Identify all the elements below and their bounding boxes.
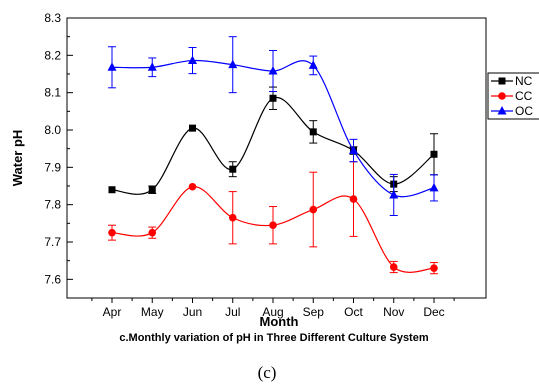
data-point-oc — [228, 59, 238, 69]
y-tick-label: 7.6 — [44, 272, 61, 286]
x-tick-label: May — [141, 305, 164, 319]
series-cc — [108, 161, 438, 275]
data-point-oc — [147, 62, 157, 71]
y-tick-label: 8.3 — [44, 11, 61, 25]
x-tick-label: Jul — [225, 305, 240, 319]
x-tick-label: Apr — [103, 305, 122, 319]
series-layer — [107, 36, 439, 275]
data-point-oc — [107, 62, 117, 71]
x-axis-title: Month — [260, 314, 299, 329]
x-tick-label: Jun — [183, 305, 202, 319]
plot-axes — [66, 17, 487, 299]
y-axis-title: Water pH — [10, 130, 25, 187]
data-point-cc — [228, 213, 237, 222]
data-point-cc — [148, 228, 157, 237]
series-line-nc — [111, 96, 435, 195]
data-point-cc — [309, 205, 318, 214]
data-point-cc — [349, 195, 358, 203]
legend-marker — [498, 77, 506, 85]
y-tick-label: 7.9 — [44, 160, 61, 174]
x-tick-label: Nov — [383, 305, 404, 319]
legend-label: NC — [515, 74, 533, 88]
x-tick-label: Aug — [262, 305, 283, 319]
y-tick-label: 8.1 — [44, 86, 61, 100]
series-oc — [107, 36, 439, 216]
series-nc — [108, 86, 438, 195]
data-point-nc — [189, 124, 196, 132]
data-point-oc — [268, 66, 278, 75]
data-point-nc — [229, 165, 237, 173]
y-tick-label: 7.8 — [44, 198, 61, 212]
y-tick-label: 8.2 — [44, 48, 61, 62]
plot-frame — [66, 17, 487, 299]
data-point-cc — [108, 228, 116, 237]
data-point-oc — [308, 60, 318, 69]
data-point-oc — [349, 145, 358, 155]
data-point-cc — [188, 182, 197, 191]
x-tick-label: Sep — [303, 305, 325, 319]
data-point-cc — [389, 263, 398, 271]
data-point-nc — [148, 186, 156, 194]
x-axis-ticks: Apr May Jun Jul Aug Sep Oct Nov Dec — [91, 298, 455, 319]
data-point-nc — [309, 128, 317, 136]
y-tick-label: 7.7 — [44, 235, 61, 249]
data-point-oc — [188, 55, 197, 65]
data-point-oc — [429, 182, 439, 192]
y-axis-ticks: 7.6 7.7 7.8 7.9 8.0 8.1 8.2 8.3 — [44, 11, 73, 299]
data-point-cc — [269, 221, 277, 229]
x-tick-label: Oct — [344, 305, 363, 319]
legend-label: OC — [515, 104, 533, 118]
chart-caption: c.Monthly variation of pH in Three Diffe… — [119, 332, 428, 344]
legend-marker — [498, 92, 506, 100]
y-tick-label: 8.0 — [44, 123, 61, 137]
data-point-cc — [430, 264, 438, 272]
panel-label: (c) — [258, 363, 277, 382]
data-point-nc — [430, 150, 438, 158]
data-point-nc — [269, 94, 277, 102]
legend-marker — [497, 106, 507, 115]
data-point-nc — [108, 186, 116, 194]
data-point-oc — [389, 189, 399, 199]
x-tick-label: Dec — [423, 305, 444, 319]
legend-label: CC — [515, 89, 533, 103]
